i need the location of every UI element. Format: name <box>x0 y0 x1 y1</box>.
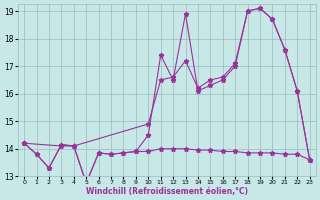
X-axis label: Windchill (Refroidissement éolien,°C): Windchill (Refroidissement éolien,°C) <box>86 187 248 196</box>
